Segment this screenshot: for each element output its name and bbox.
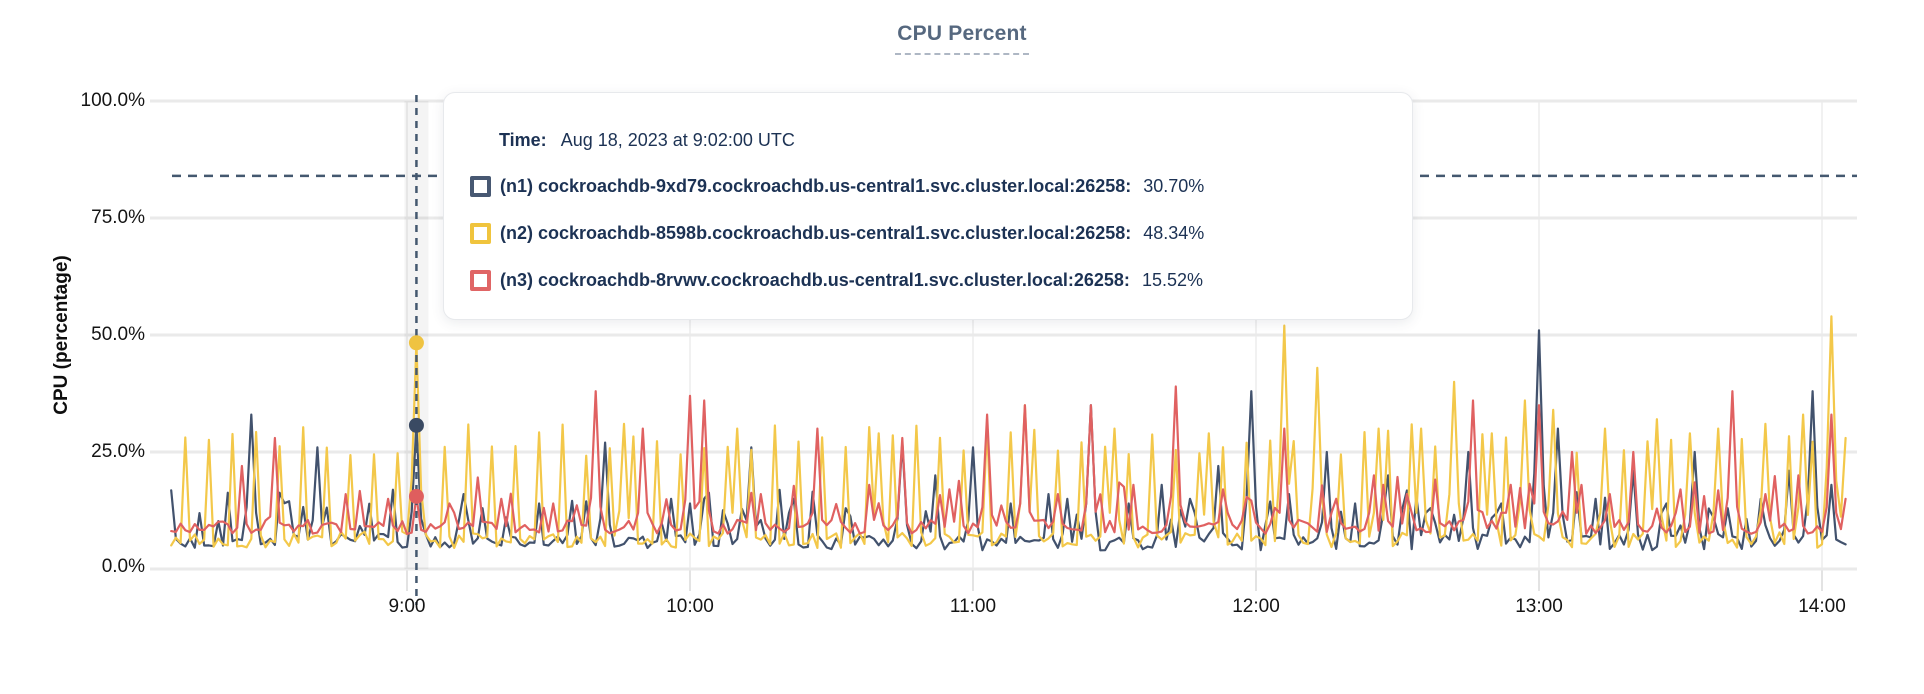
- tooltip-series-row-n2: (n2) cockroachdb-8598b.cockroachdb.us-ce…: [470, 218, 1412, 248]
- tooltip-time-value: Aug 18, 2023 at 9:02:00 UTC: [560, 130, 795, 150]
- tooltip-series-label-n3: (n3) cockroachdb-8rvwv.cockroachdb.us-ce…: [500, 269, 1130, 290]
- x-tick-label: 10:00: [666, 596, 714, 617]
- chart-title: CPU Percent: [895, 22, 1029, 55]
- tooltip-time-label: Time:: [499, 130, 547, 150]
- series-swatch-n3-icon: [470, 269, 491, 291]
- y-tick-label: 75.0%: [91, 207, 145, 228]
- series-swatch-n2-icon: [470, 222, 491, 244]
- x-tick-label: 12:00: [1232, 596, 1280, 617]
- x-tick-label: 11:00: [949, 596, 997, 617]
- x-tick-label: 9:00: [388, 596, 426, 617]
- tooltip-series-value-n2: 48.34%: [1143, 222, 1205, 243]
- y-tick-label: 0.0%: [101, 556, 145, 577]
- x-tick-label: 14:00: [1798, 596, 1846, 617]
- chart-title-wrap: CPU Percent: [0, 22, 1924, 55]
- chart-tooltip: Time: Aug 18, 2023 at 9:02:00 UTC (n1) co…: [443, 92, 1413, 320]
- y-tick-label: 25.0%: [91, 441, 145, 462]
- tooltip-series-row-n3: (n3) cockroachdb-8rvwv.cockroachdb.us-ce…: [470, 265, 1412, 295]
- tooltip-series-row-n1: (n1) cockroachdb-9xd79.cockroachdb.us-ce…: [470, 171, 1412, 201]
- y-tick-label: 50.0%: [91, 324, 145, 345]
- tooltip-series-value-n1: 30.70%: [1143, 175, 1205, 196]
- tooltip-time-row: Time: Aug 18, 2023 at 9:02:00 UTC: [499, 126, 1412, 154]
- series-swatch-n1-icon: [470, 175, 491, 197]
- tooltip-series-label-n1: (n1) cockroachdb-9xd79.cockroachdb.us-ce…: [500, 175, 1132, 196]
- tooltip-series-value-n3: 15.52%: [1141, 269, 1203, 290]
- tooltip-series-label-n2: (n2) cockroachdb-8598b.cockroachdb.us-ce…: [500, 222, 1132, 243]
- y-tick-label: 100.0%: [80, 90, 145, 111]
- x-tick-label: 13:00: [1515, 596, 1563, 617]
